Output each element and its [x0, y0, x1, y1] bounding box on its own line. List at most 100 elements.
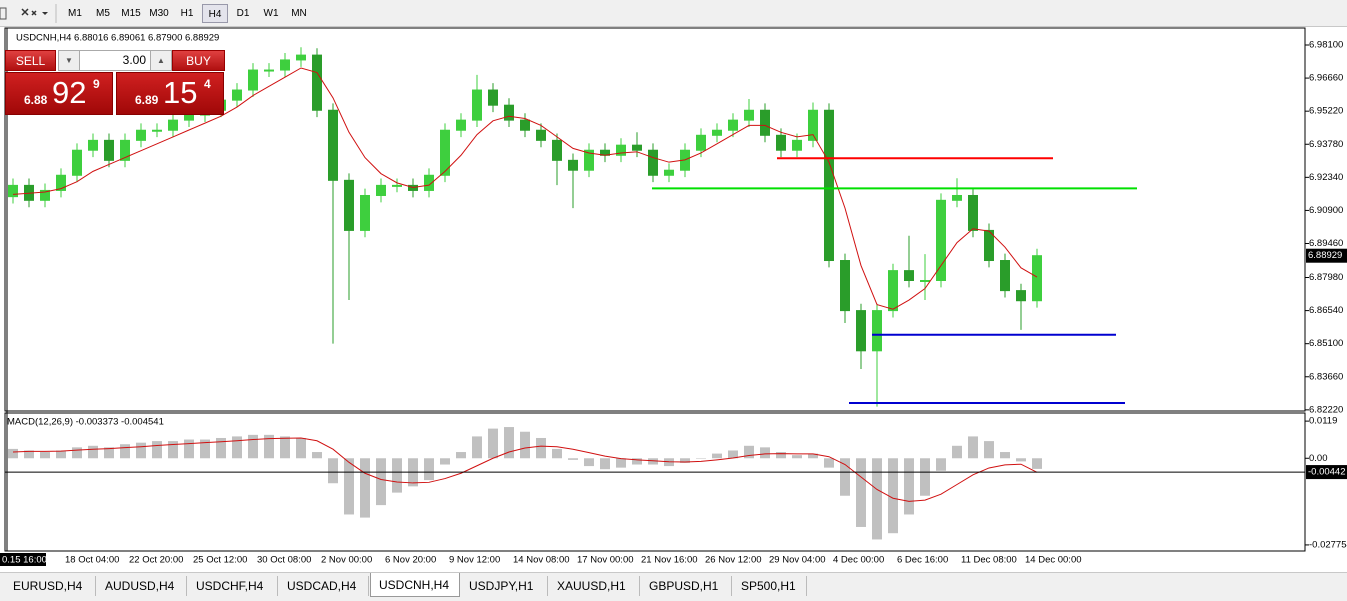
- symbol-tab[interactable]: GBPUSD,H1: [641, 576, 732, 596]
- macd-title: MACD(12,26,9) -0.003373 -0.004541: [7, 417, 164, 428]
- symbol-tab[interactable]: USDCAD,H4: [279, 576, 369, 596]
- macd-bar: [552, 448, 562, 459]
- timeframe-button[interactable]: M30: [149, 8, 169, 19]
- timeframe-button[interactable]: W1: [263, 8, 279, 19]
- bid-pips: 92: [52, 75, 87, 110]
- lots-down[interactable]: ▼: [58, 50, 80, 71]
- candle-body: [168, 119, 178, 131]
- price-box: [1306, 248, 1347, 263]
- candle-body: [952, 194, 962, 201]
- macd-bar: [760, 447, 770, 459]
- bid-quote[interactable]: 6.88 92 9: [5, 72, 113, 115]
- y-tick-label: 6.98100: [1309, 40, 1343, 51]
- trade-panel: SELL ▼ 3.00 ▲ BUY 6.88 92 9 6.89 15 4: [5, 50, 225, 115]
- candle-body: [184, 114, 194, 121]
- symbol-tab[interactable]: USDCHF,H4: [188, 576, 278, 596]
- y-tick-label: 0.0119: [1309, 416, 1337, 427]
- moving-average: [12, 67, 1038, 310]
- candle-body: [456, 119, 466, 131]
- icon[interactable]: [21, 8, 37, 16]
- icon: [0, 7, 7, 20]
- candle-body: [536, 129, 546, 141]
- macd-bar: [840, 458, 850, 496]
- candle-body: [552, 139, 562, 161]
- sell-button[interactable]: SELL: [5, 50, 56, 71]
- timeframe-button[interactable]: M1: [68, 8, 82, 19]
- candle-body: [280, 59, 290, 71]
- x-tick-label: 30 Oct 08:00: [257, 555, 311, 566]
- candle-body: [520, 119, 530, 131]
- macd-bar: [616, 458, 626, 468]
- symbol-tab[interactable]: EURUSD,H4: [5, 576, 96, 596]
- candle-body: [824, 109, 834, 262]
- lots-up[interactable]: ▲: [150, 50, 172, 71]
- candle-body: [88, 139, 98, 151]
- symbol-tab[interactable]: USDJPY,H1: [461, 576, 548, 596]
- symbol-tab[interactable]: USDCNH,H4: [370, 573, 460, 597]
- candle-body: [744, 109, 754, 121]
- macd-bar: [728, 450, 738, 459]
- ask-quote[interactable]: 6.89 15 4: [116, 72, 224, 115]
- macd-bar: [280, 436, 290, 459]
- y-tick-label: -0.027754: [1309, 539, 1347, 550]
- x-tick-label: 25 Oct 12:00: [193, 555, 247, 566]
- candle-body: [632, 144, 642, 151]
- macd-bar: [712, 453, 722, 459]
- bid-big: 6.88: [24, 93, 48, 107]
- x-tick-label: 6 Nov 20:00: [385, 555, 436, 566]
- macd-bar: [24, 450, 34, 459]
- candle-body: [808, 109, 818, 141]
- timeframe-button[interactable]: M15: [121, 8, 141, 19]
- tab-bar: EURUSD,H4 AUDUSD,H4 USDCHF,H4 USDCAD,H4 USDC…: [0, 572, 1347, 601]
- candle-body: [488, 89, 498, 106]
- candle-body: [72, 149, 82, 176]
- macd-bar: [744, 445, 754, 459]
- main-title: USDCNH,H4 6.88016 6.89061 6.87900 6.8892…: [16, 33, 219, 44]
- timeframe-button[interactable]: H4: [202, 4, 228, 23]
- candle-body: [1032, 255, 1042, 302]
- macd-bar: [152, 441, 162, 459]
- macd-bar: [584, 458, 594, 467]
- x-tick-label: 9 Nov 12:00: [449, 555, 500, 566]
- macd-bar: [200, 439, 210, 459]
- macd-bar: [168, 441, 178, 459]
- x-tick-label: 18 Oct 04:00: [65, 555, 119, 566]
- candle-body: [40, 189, 50, 201]
- macd-bar: [120, 444, 130, 459]
- macd-bar: [600, 458, 610, 470]
- symbol-tab[interactable]: AUDUSD,H4: [97, 576, 187, 596]
- lots-input[interactable]: 3.00: [80, 50, 150, 71]
- macd-bar: [184, 439, 194, 459]
- macd-bar: [312, 452, 322, 459]
- buy-button[interactable]: BUY: [172, 50, 225, 71]
- macd-bar: [568, 458, 578, 460]
- macd-bar: [1016, 458, 1026, 462]
- y-tick-label: 6.95220: [1309, 106, 1343, 117]
- macd-bar: [136, 442, 146, 459]
- candle-body: [296, 54, 306, 61]
- timeframe-button[interactable]: M5: [96, 8, 110, 19]
- y-tick-label: 6.83660: [1309, 371, 1343, 382]
- timeframe-button[interactable]: MN: [291, 8, 307, 19]
- signal-line: [12, 437, 1038, 502]
- symbol-tab[interactable]: XAUUSD,H1: [549, 576, 640, 596]
- chart: USDCNH,H4 6.88016 6.89061 6.87900 6.8892…: [0, 27, 1347, 566]
- timeframe-button[interactable]: H1: [180, 8, 194, 19]
- symbol-tab[interactable]: SP500,H1: [733, 576, 807, 596]
- candle-body: [472, 89, 482, 121]
- macd-bar: [984, 441, 994, 459]
- x-tick-label: 4 Dec 00:00: [833, 555, 884, 566]
- macd-bar: [904, 458, 914, 515]
- macd-bar: [72, 447, 82, 459]
- macd-bar: [472, 436, 482, 459]
- candle-body: [584, 149, 594, 171]
- timeframe-button[interactable]: D1: [236, 8, 250, 19]
- candle-body: [328, 109, 338, 181]
- candle-body: [360, 194, 370, 231]
- macd-bar: [376, 458, 386, 506]
- icon-arrow[interactable]: [42, 12, 48, 15]
- macd-bar: [1032, 458, 1042, 469]
- macd-bar: [264, 434, 274, 459]
- x-tick-label: 26 Nov 12:00: [705, 555, 762, 566]
- x-tick-label: 6 Dec 16:00: [897, 555, 948, 566]
